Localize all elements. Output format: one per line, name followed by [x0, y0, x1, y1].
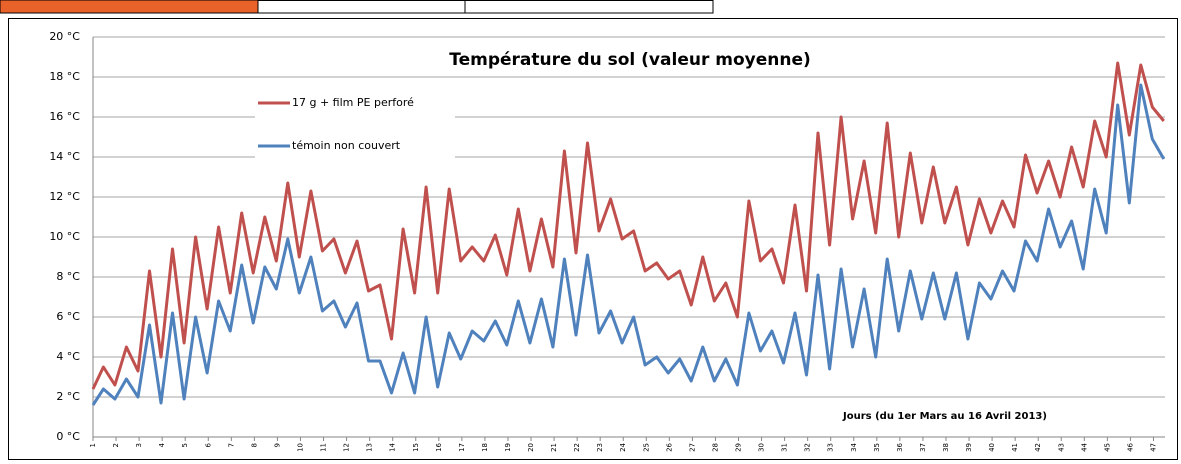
x-tick-label: 44: [1080, 442, 1088, 451]
y-tick-label: 2 °C: [56, 390, 80, 403]
x-tick-label: 33: [827, 443, 835, 452]
x-tick-label: 32: [804, 443, 812, 452]
x-tick-label: 40: [988, 443, 996, 452]
x-tick-label: 30: [758, 443, 766, 452]
x-tick-label: 25: [642, 443, 650, 452]
x-tick-label: 1: [89, 443, 97, 447]
x-tick-label: 46: [1126, 442, 1134, 451]
chart-title: Température du sol (valeur moyenne): [449, 50, 811, 70]
x-tick-label: 12: [343, 443, 351, 452]
x-tick-label: 10: [296, 443, 304, 452]
x-tick-label: 31: [781, 443, 789, 452]
x-tick-label: 36: [896, 442, 904, 451]
x-tick-label: 24: [619, 442, 627, 451]
x-tick-label: 43: [1057, 443, 1065, 452]
x-tick-label: 8: [250, 443, 258, 447]
y-tick-label: 8 °C: [56, 270, 80, 283]
y-tick-label: 20 °C: [49, 30, 80, 43]
header-cell: [0, 0, 259, 14]
x-tick-label: 45: [1103, 443, 1111, 452]
x-tick-label: 5: [181, 443, 189, 447]
legend-label: 17 g + film PE perforé: [292, 96, 414, 109]
legend-label: témoin non couvert: [292, 139, 401, 152]
x-tick-label: 20: [527, 443, 535, 452]
x-tick-label: 23: [596, 443, 604, 452]
x-tick-label: 22: [573, 443, 581, 452]
y-tick-label: 18 °C: [49, 70, 80, 83]
x-tick-label: 16: [435, 442, 443, 451]
x-tick-label: 35: [873, 443, 881, 452]
header-cell: [464, 0, 714, 14]
annotation: Jours (du 1er Mars au 16 Avril 2013): [842, 411, 1047, 422]
x-tick-label: 28: [711, 443, 719, 452]
x-tick-label: 26: [665, 442, 673, 451]
x-tick-label: 47: [1149, 443, 1157, 452]
x-tick-label: 9: [273, 443, 281, 447]
x-tick-label: 19: [504, 443, 512, 452]
y-tick-label: 0 °C: [56, 430, 80, 443]
x-tick-label: 34: [850, 442, 858, 451]
series-line: [91, 83, 1166, 406]
chart-border: [8, 18, 1178, 460]
x-tick-label: 14: [389, 442, 397, 451]
x-tick-label: 41: [1011, 443, 1019, 452]
x-tick-label: 38: [942, 443, 950, 452]
x-tick-label: 42: [1034, 443, 1042, 452]
x-tick-label: 17: [458, 443, 466, 452]
x-tick-label: 27: [688, 443, 696, 452]
x-tick-label: 37: [919, 443, 927, 452]
x-tick-label: 3: [135, 443, 143, 447]
y-tick-label: 14 °C: [49, 150, 80, 163]
x-tick-label: 6: [204, 442, 212, 447]
x-tick-label: 13: [366, 443, 374, 452]
x-tick-label: 29: [735, 443, 743, 452]
x-tick-label: 39: [965, 443, 973, 452]
x-tick-label: 4: [158, 442, 166, 447]
header-cell: [257, 0, 466, 14]
x-tick-label: 7: [227, 443, 235, 447]
y-tick-label: 16 °C: [49, 110, 80, 123]
x-tick-label: 2: [112, 443, 120, 447]
y-tick-label: 6 °C: [56, 310, 80, 323]
series-line: [91, 61, 1165, 390]
x-tick-label: 21: [550, 443, 558, 452]
y-tick-label: 10 °C: [49, 230, 80, 243]
y-tick-label: 12 °C: [49, 190, 80, 203]
y-tick-label: 4 °C: [56, 350, 80, 363]
x-tick-label: 18: [481, 443, 489, 452]
x-tick-label: 15: [412, 443, 420, 452]
x-tick-label: 11: [320, 443, 328, 452]
